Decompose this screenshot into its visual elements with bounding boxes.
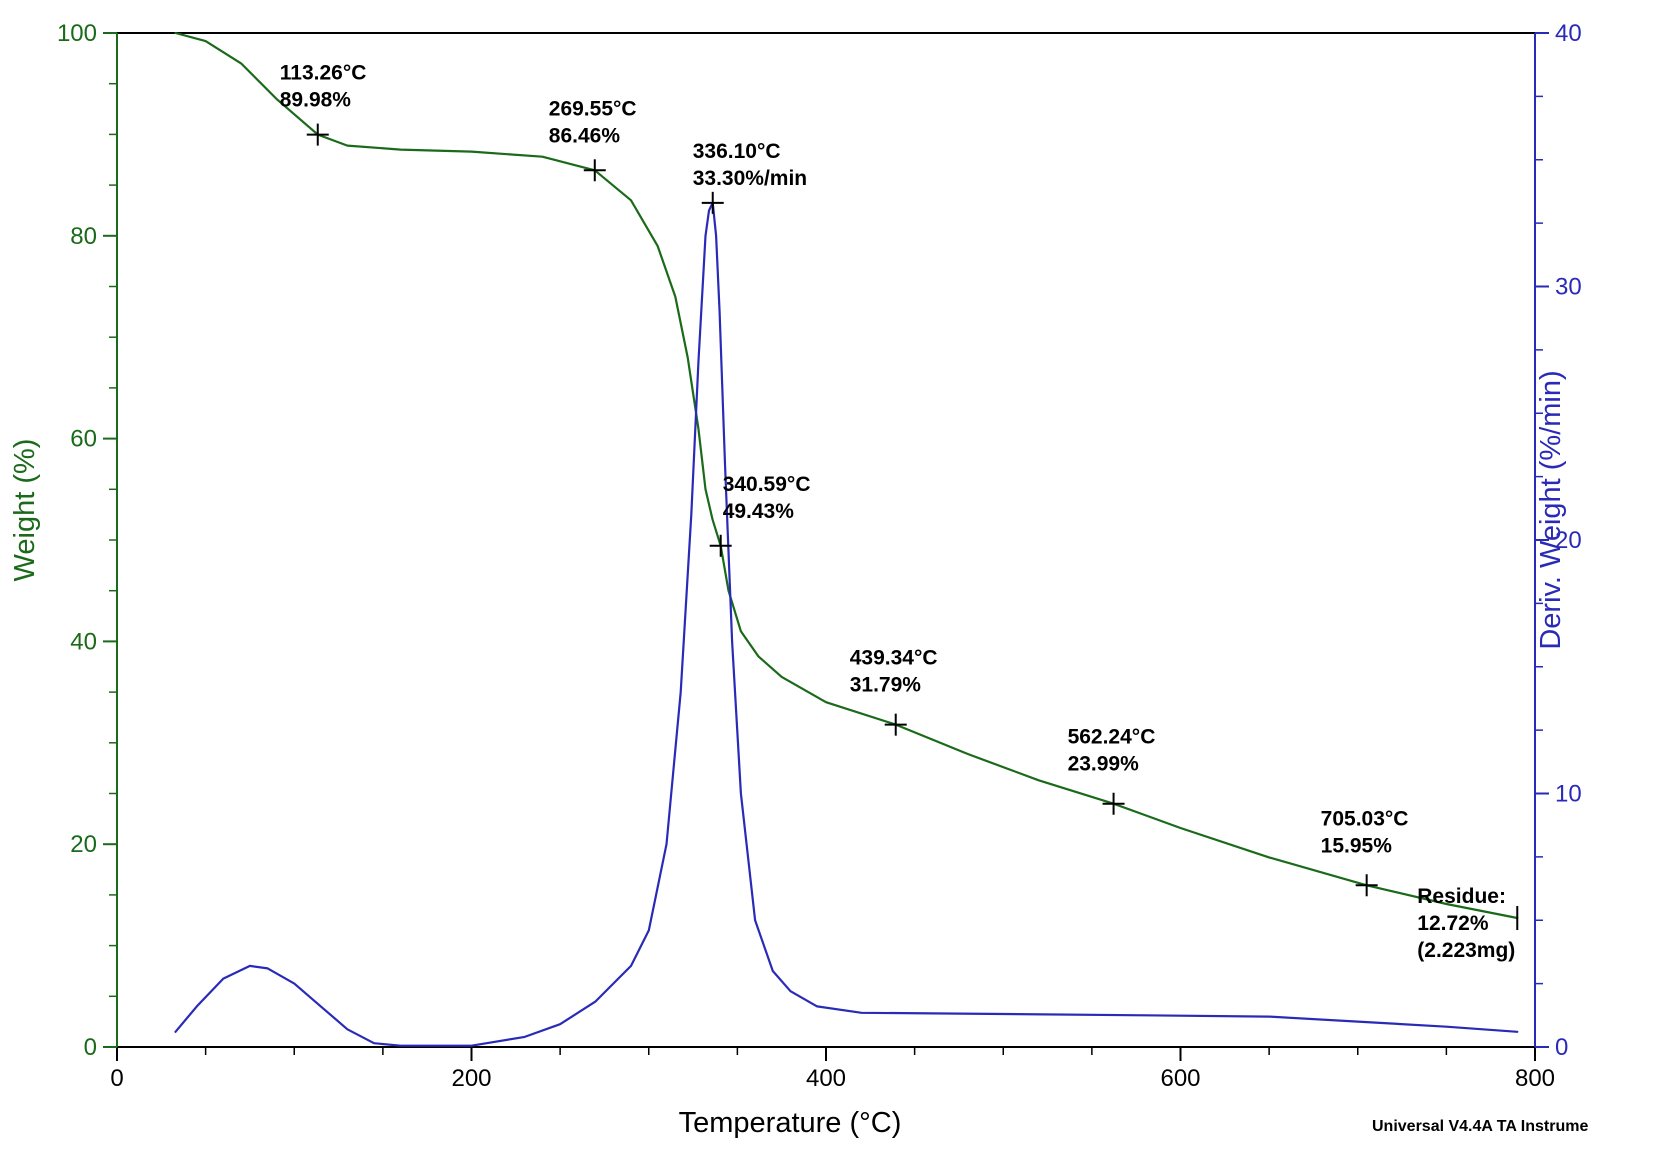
annotation-label: (2.223mg) (1417, 939, 1515, 962)
annotation-label: 49.43% (723, 500, 795, 523)
x-tick-label: 400 (806, 1065, 846, 1092)
x-tick-label: 600 (1160, 1065, 1200, 1092)
y-axis-label: Weight (%) (9, 439, 41, 582)
annotation-label: Residue: (1417, 885, 1506, 908)
annotations-group: 113.26°C 89.98% 269.55°C 86.46% 336.10°C 33.3… (280, 62, 1519, 962)
axes-group (116, 32, 1536, 1048)
series-group (174, 31, 1519, 1047)
annotation-label: 336.10°C (693, 140, 781, 163)
x-axis-label: Temperature (°C) (679, 1107, 902, 1139)
annotation-label: 12.72% (1417, 912, 1489, 935)
annotation-label: 340.59°C (723, 473, 811, 496)
deriv-weight-line (174, 201, 1519, 1047)
annotation-label: 113.26°C (280, 62, 367, 85)
x-tick-label: 0 (110, 1065, 123, 1092)
annotation-label: 439.34°C (850, 647, 938, 670)
y2-tick-label: 30 (1555, 274, 1582, 301)
y-tick-label: 100 (57, 20, 97, 47)
annotation-label: 23.99% (1068, 753, 1140, 776)
annotation-label: 33.30%/min (693, 167, 807, 190)
y-tick-label: 20 (70, 831, 97, 858)
annotation-label: 31.79% (850, 674, 922, 697)
y-tick-label: 40 (70, 628, 97, 655)
annotation-label: 89.98% (280, 89, 352, 112)
y-tick-label: 0 (84, 1034, 97, 1061)
x-tick-label: 200 (451, 1065, 491, 1092)
y2-tick-label: 20 (1555, 527, 1582, 554)
weight-line (174, 31, 1519, 920)
y2-tick-label: 10 (1555, 781, 1582, 808)
annotation-label: 562.24°C (1068, 726, 1156, 749)
annotation-label: 86.46% (549, 124, 621, 147)
x-tick-label: 800 (1515, 1065, 1555, 1092)
software-footer: Universal V4.4A TA Instrume (1372, 1118, 1588, 1135)
y-tick-label: 60 (70, 426, 97, 453)
annotation-label: 15.95% (1321, 834, 1393, 857)
annotation-label: 705.03°C (1321, 807, 1409, 830)
y2-tick-label: 0 (1555, 1034, 1568, 1061)
y-tick-label: 80 (70, 223, 97, 250)
annotation-label: 269.55°C (549, 97, 637, 120)
y2-axis-label: Deriv. Weight (%/min) (1535, 370, 1567, 649)
y2-tick-label: 40 (1555, 20, 1582, 47)
